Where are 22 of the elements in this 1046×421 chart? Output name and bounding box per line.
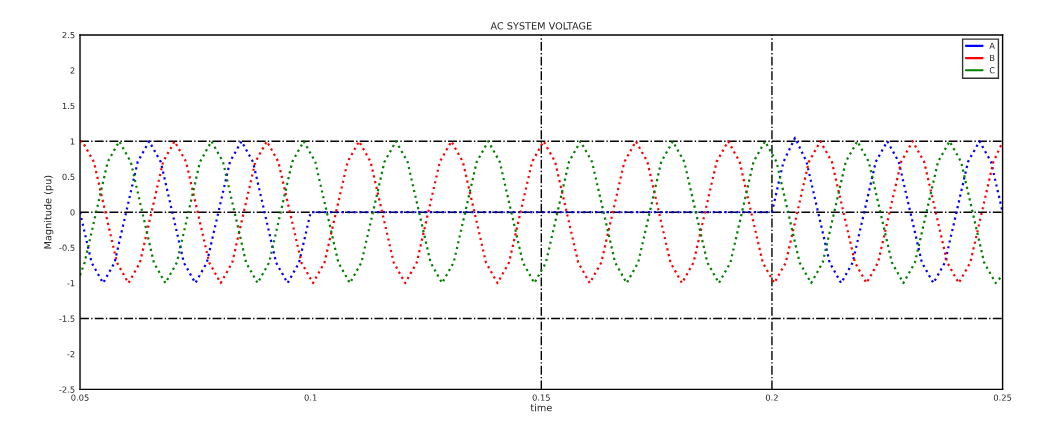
x-tick-label: 0.1 xyxy=(304,394,317,401)
y-tick-label: 1.5 xyxy=(62,102,75,110)
x-tick-label: 0.25 xyxy=(993,394,1012,401)
legend-label: C xyxy=(989,67,995,74)
y-tick-label: -0.5 xyxy=(59,244,75,251)
y-tick-label: -2 xyxy=(67,350,75,358)
y-axis-title: Magnitude (pu) xyxy=(43,175,54,249)
y-tick-label: 0 xyxy=(70,209,75,216)
y-tick-label: 0.5 xyxy=(62,173,75,181)
y-tick-label: 2.5 xyxy=(62,31,75,39)
x-tick-label: 0.2 xyxy=(765,394,778,401)
x-tick-label: 0.05 xyxy=(71,394,89,401)
x-tick-label: 0.15 xyxy=(532,394,550,401)
y-tick-label: 2 xyxy=(70,67,75,74)
x-axis-title: time xyxy=(530,403,552,412)
y-tick-label: -1.5 xyxy=(59,315,75,322)
legend-label: B xyxy=(990,54,995,62)
chart-title: AC SYSTEM VOLTAGE xyxy=(490,22,592,30)
y-tick-label: -1 xyxy=(67,280,75,287)
y-tick-label: -2.5 xyxy=(59,386,75,393)
y-tick-label: 1 xyxy=(70,138,75,145)
legend-label: A xyxy=(989,42,995,49)
